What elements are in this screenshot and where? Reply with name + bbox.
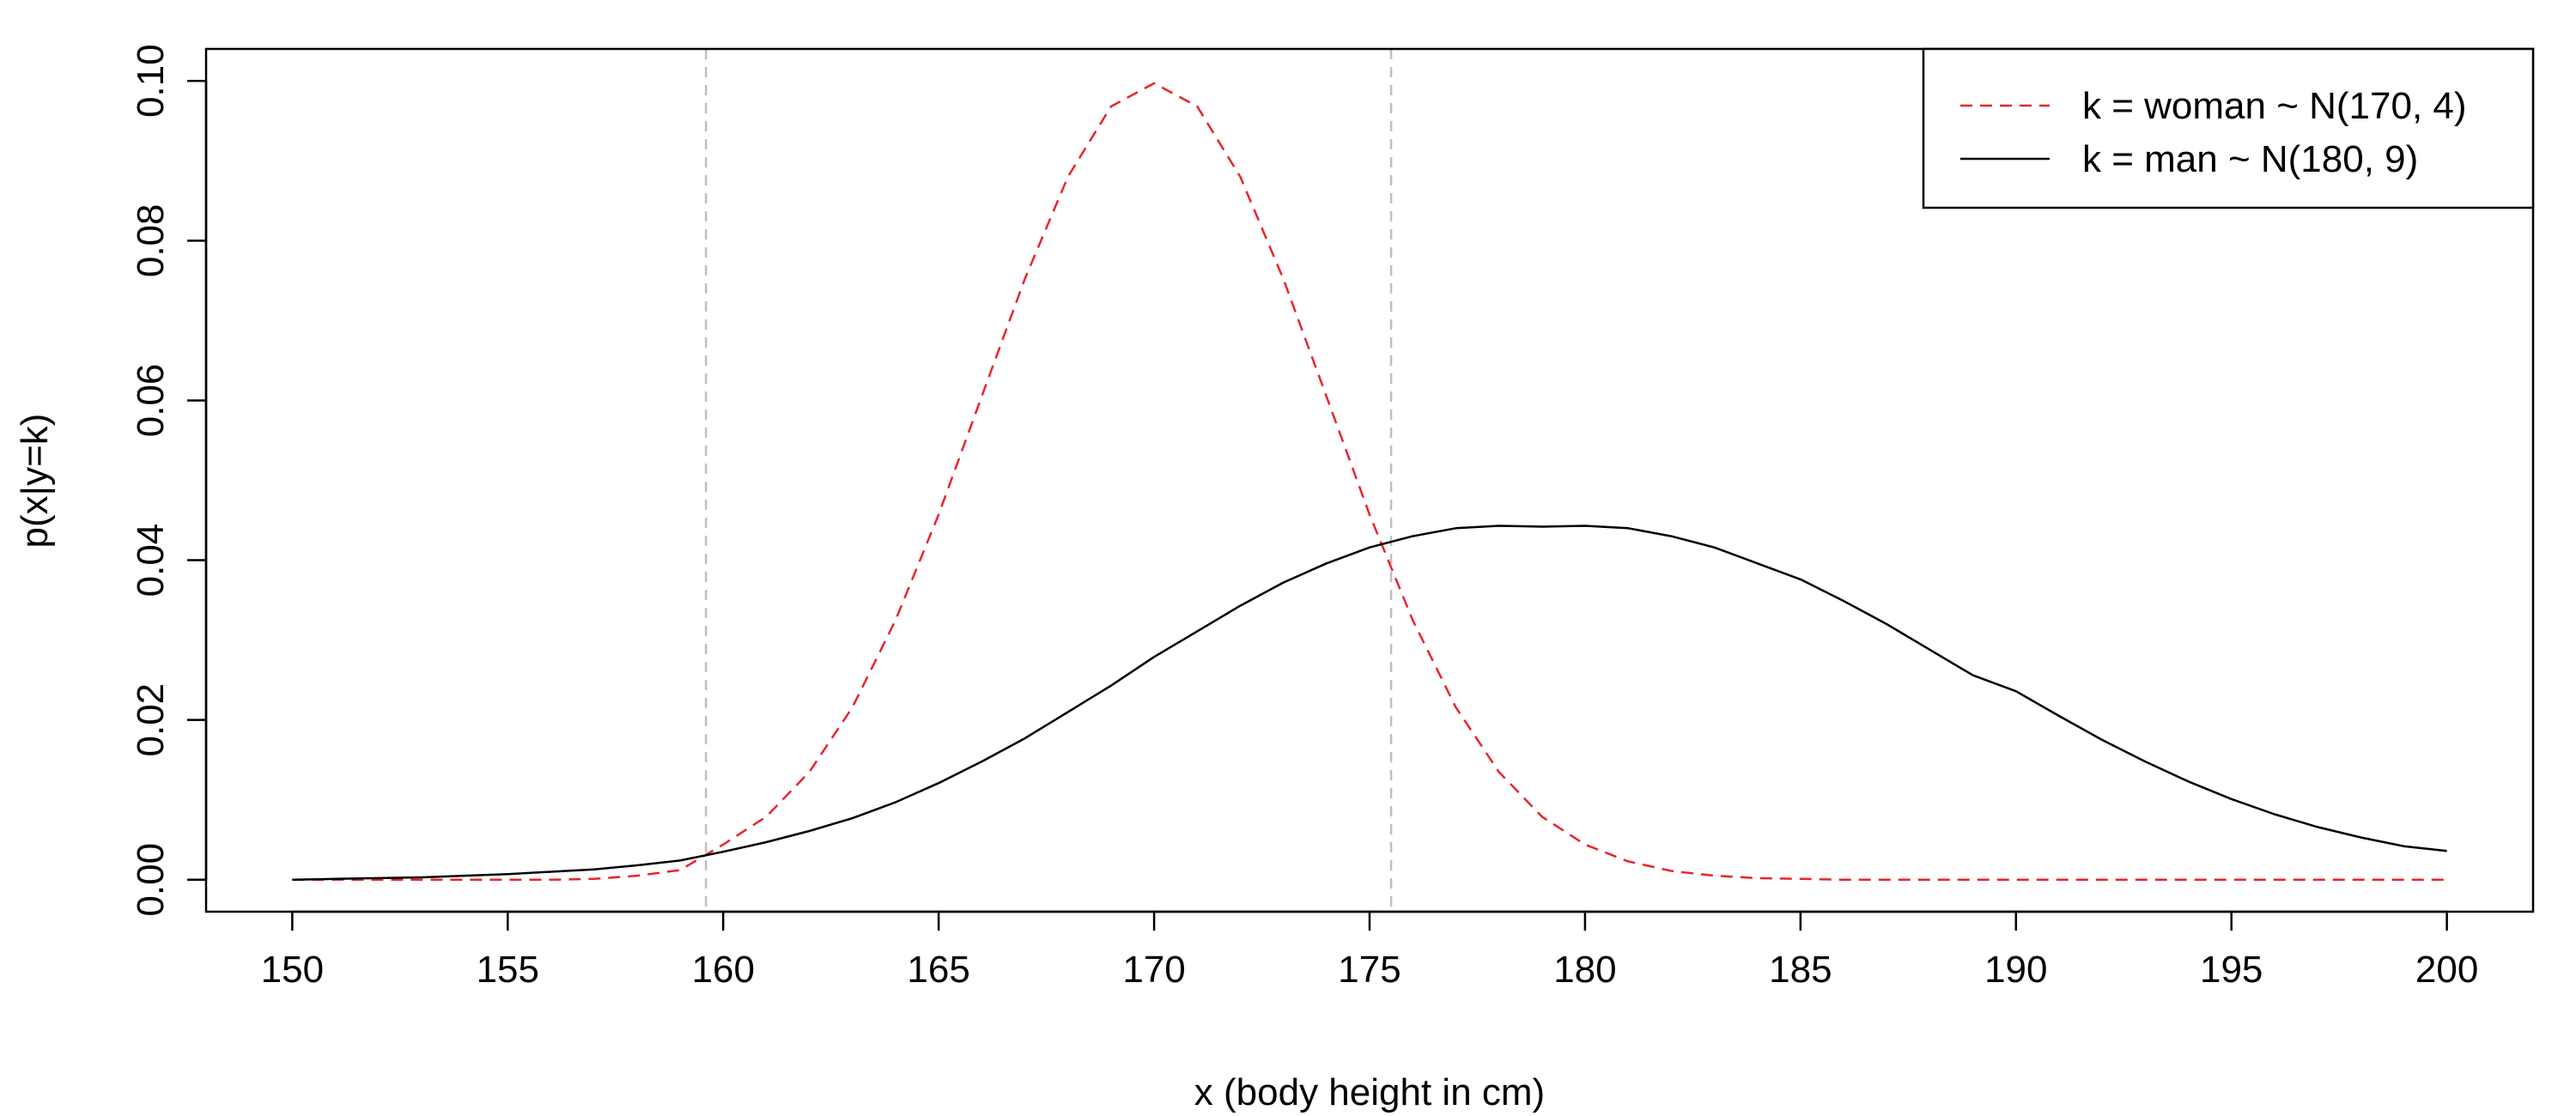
x-tick-label: 175 — [1338, 949, 1400, 991]
x-tick-label: 190 — [1984, 949, 2047, 991]
x-tick-label: 200 — [2415, 949, 2478, 991]
y-axis-title: p(x|y=k) — [14, 414, 56, 549]
legend-label-1: k = woman ~ N(170, 4) — [2082, 85, 2467, 127]
legend: k = woman ~ N(170, 4) k = man ~ N(180, 9) — [1922, 47, 2535, 209]
x-tick-label: 160 — [692, 949, 755, 991]
x-tick-label: 165 — [907, 949, 969, 991]
y-tick-label: 0.00 — [130, 843, 172, 917]
y-tick-label: 0.02 — [130, 683, 172, 757]
x-tick-label: 180 — [1553, 949, 1616, 991]
x-axis-title: x (body height in cm) — [1194, 1071, 1545, 1113]
series-line-2 — [292, 525, 2447, 882]
x-tick-label: 150 — [261, 949, 324, 991]
density-curves — [292, 82, 2447, 882]
y-axis: 0.00 0.02 0.04 0.06 0.08 0.10 — [130, 44, 208, 917]
x-tick-label: 170 — [1122, 949, 1185, 991]
y-tick-label: 0.04 — [130, 524, 172, 597]
x-tick-label: 155 — [477, 949, 539, 991]
x-axis: 150 155 160 165 170 175 180 185 190 195 200 — [261, 910, 2478, 991]
x-tick-label: 185 — [1769, 949, 1832, 991]
legend-label-2: k = man ~ N(180, 9) — [2082, 138, 2418, 180]
x-tick-label: 195 — [2200, 949, 2263, 991]
y-tick-label: 0.08 — [130, 204, 172, 278]
series-line-1 — [292, 82, 2447, 882]
y-tick-label: 0.06 — [130, 364, 172, 438]
y-tick-label: 0.10 — [130, 44, 172, 118]
legend-box — [1922, 47, 2535, 209]
